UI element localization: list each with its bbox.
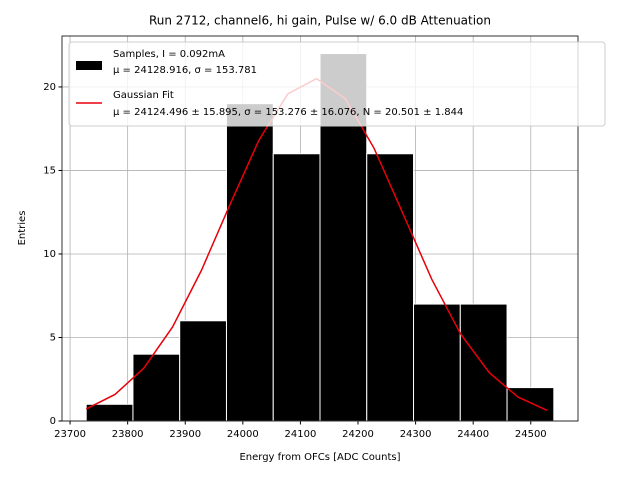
y-tick-label: 10 <box>43 249 56 260</box>
y-tick-label: 0 <box>50 416 56 427</box>
bar <box>132 353 181 422</box>
bar <box>506 387 555 422</box>
y-tick-label: 15 <box>43 165 56 176</box>
x-tick-label: 24100 <box>285 429 317 440</box>
y-tick-label: 5 <box>50 332 56 343</box>
legend-label: Gaussian Fit <box>113 90 174 101</box>
x-tick-label: 24200 <box>342 429 374 440</box>
x-tick-label: 24300 <box>400 429 432 440</box>
bar <box>272 153 321 422</box>
legend-box <box>68 41 606 127</box>
y-tick-label: 20 <box>43 82 56 93</box>
x-axis-label: Energy from OFCs [ADC Counts] <box>239 452 400 463</box>
y-axis-label: Entries <box>17 211 28 246</box>
legend-stats: μ = 24124.496 ± 15.895, σ = 153.276 ± 16… <box>113 107 463 118</box>
bar <box>179 320 227 422</box>
bar <box>85 403 134 422</box>
x-tick-label: 23800 <box>112 429 144 440</box>
legend-label: Samples, I = 0.092mA <box>113 49 225 60</box>
chart-title: Run 2712, channel6, hi gain, Pulse w/ 6.… <box>149 14 491 28</box>
legend-stats: μ = 24128.916, σ = 153.781 <box>113 65 257 76</box>
legend-swatch <box>76 61 102 70</box>
x-tick-label: 23700 <box>54 429 86 440</box>
x-tick-label: 24500 <box>515 429 547 440</box>
x-tick-label: 24000 <box>227 429 259 440</box>
plot-frame <box>61 35 579 422</box>
bar <box>366 153 415 422</box>
x-tick-label: 23900 <box>169 429 201 440</box>
bar <box>459 303 508 422</box>
x-tick-label: 24400 <box>457 429 489 440</box>
bar <box>225 103 274 422</box>
